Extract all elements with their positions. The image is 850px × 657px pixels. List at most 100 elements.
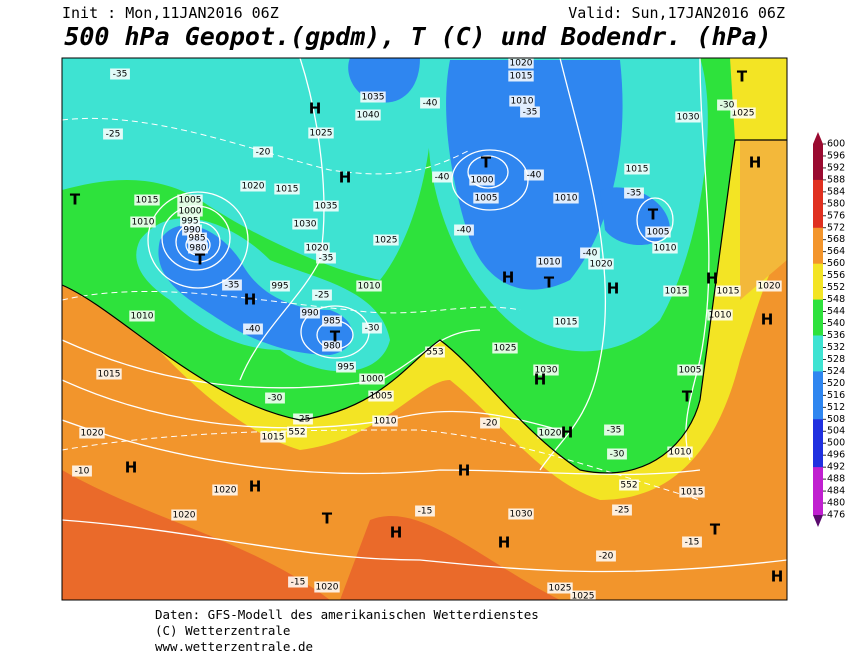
scale-tick-label: 592 xyxy=(827,162,845,173)
label-box xyxy=(480,417,500,429)
contour-label: 1020 xyxy=(173,511,196,521)
label-box xyxy=(103,128,123,140)
contour-label: 1020 xyxy=(306,244,329,254)
contour-label: 1005 xyxy=(475,194,498,204)
label-box xyxy=(373,234,399,246)
contour-label: 552 xyxy=(288,428,305,438)
field-blue xyxy=(158,225,353,355)
contour-label: 985 xyxy=(188,234,205,244)
pressure-center: H xyxy=(390,524,403,542)
contour-label: 1015 xyxy=(555,318,578,328)
contour-label: 1025 xyxy=(572,592,595,602)
contour-label: 1030 xyxy=(677,113,700,123)
label-box xyxy=(180,215,200,227)
label-box xyxy=(682,536,702,548)
label-box xyxy=(72,465,92,477)
scale-cell xyxy=(813,335,823,348)
scale-cell xyxy=(813,167,823,181)
label-box xyxy=(171,509,197,521)
scale-cell xyxy=(813,144,823,157)
scale-tick-label: 544 xyxy=(827,306,845,317)
color-scale: 6005965925885845805765725685645605565525… xyxy=(813,132,845,527)
scale-cap xyxy=(813,132,823,144)
scale-cell xyxy=(813,275,823,289)
label-box xyxy=(415,505,435,517)
scale-cell xyxy=(813,191,823,205)
label-box xyxy=(177,194,203,206)
label-box xyxy=(675,111,701,123)
scale-tick-label: 560 xyxy=(827,258,845,269)
contour-label: -20 xyxy=(599,552,614,562)
label-box xyxy=(508,70,534,82)
scale-tick-label: 484 xyxy=(827,486,845,497)
pressure-center: T xyxy=(481,154,492,172)
contour-label: 1030 xyxy=(294,220,317,230)
label-box xyxy=(314,581,340,593)
scale-cell xyxy=(813,263,823,277)
pressure-center: H xyxy=(749,154,762,172)
contour-label: 1020 xyxy=(758,282,781,292)
label-box xyxy=(260,431,286,443)
contour-label: -35 xyxy=(225,281,240,291)
pressure-center: H xyxy=(607,280,620,298)
contour-label: 1035 xyxy=(362,93,385,103)
scale-cell xyxy=(813,479,823,492)
scale-tick-label: 504 xyxy=(827,426,845,437)
scale-tick-label: 532 xyxy=(827,342,845,353)
contour-label: -40 xyxy=(457,226,472,236)
scale-tick-label: 520 xyxy=(827,378,845,389)
label-box xyxy=(362,322,382,334)
label-box xyxy=(312,289,332,301)
contour-label: -35 xyxy=(523,108,538,118)
label-box xyxy=(355,109,381,121)
pressure-center: H xyxy=(534,371,547,389)
contour-label: 1000 xyxy=(361,375,384,385)
contour-label: 1015 xyxy=(681,488,704,498)
contour-label: 1005 xyxy=(647,228,670,238)
contour-label: -30 xyxy=(365,324,380,334)
scale-cell xyxy=(813,395,823,408)
contour-label: -15 xyxy=(418,507,433,517)
pressure-center: T xyxy=(70,191,81,209)
pressure-center: T xyxy=(682,388,693,406)
contour-label: 1020 xyxy=(539,429,562,439)
pressure-center: H xyxy=(458,462,471,480)
scale-tick-label: 596 xyxy=(827,150,845,161)
contour-label: -25 xyxy=(315,291,330,301)
contour-label: -10 xyxy=(75,467,90,477)
label-box xyxy=(612,504,632,516)
field-blue xyxy=(348,58,420,103)
contour-label: 1020 xyxy=(214,486,237,496)
scale-cell xyxy=(813,467,823,480)
label-box xyxy=(240,180,266,192)
label-box xyxy=(243,323,263,335)
label-box xyxy=(336,361,356,373)
label-box xyxy=(356,280,382,292)
scale-cell xyxy=(813,287,823,301)
scale-cell xyxy=(813,227,823,241)
contour-label: 1000 xyxy=(471,176,494,186)
label-box xyxy=(730,107,756,119)
label-box xyxy=(508,58,534,69)
pressure-center: T xyxy=(544,274,555,292)
scale-cell xyxy=(813,383,823,396)
pressure-center: H xyxy=(339,169,352,187)
label-box xyxy=(212,484,238,496)
contour-label: -40 xyxy=(583,249,598,259)
contour-label: 1025 xyxy=(310,129,333,139)
contour-label: 1000 xyxy=(179,207,202,217)
scale-tick-label: 568 xyxy=(827,234,845,245)
pressure-center: T xyxy=(322,510,333,528)
scale-cell xyxy=(813,299,823,313)
label-box xyxy=(129,310,155,322)
scale-cell xyxy=(813,407,823,420)
contour-label: 1010 xyxy=(538,258,561,268)
pressure-center: H xyxy=(761,311,774,329)
contour-label: 1015 xyxy=(262,433,285,443)
contour-label: -25 xyxy=(615,506,630,516)
scale-tick-label: 488 xyxy=(827,474,845,485)
label-box xyxy=(570,590,596,600)
pressure-center: T xyxy=(330,328,341,346)
contour-label: -25 xyxy=(106,130,121,140)
label-box xyxy=(425,346,445,358)
